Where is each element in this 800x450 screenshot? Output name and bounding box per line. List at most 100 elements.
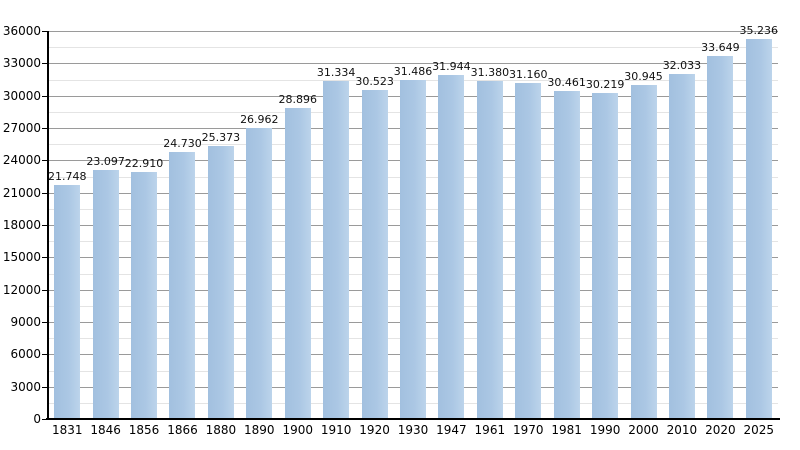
bar-fill: [169, 152, 196, 419]
bar-fill: [323, 81, 350, 419]
plot-area: 21.748 23.097 22.910 24.730 25.373 26.962 28.8…: [42, 24, 778, 420]
y-tick-mark: [42, 160, 48, 161]
bar-value-label: 25.373: [201, 130, 241, 144]
bar-fill: [246, 128, 273, 419]
bar: [707, 56, 734, 419]
bar: [592, 93, 619, 419]
gridline-minor: [48, 47, 778, 48]
y-tick-label: 3000: [10, 379, 41, 394]
bar-fill: [630, 85, 657, 419]
bar-value-label: 32.033: [662, 58, 702, 72]
bar-value-label: 35.236: [739, 24, 779, 38]
y-tick-mark: [42, 354, 48, 355]
y-tick-label: 12000: [2, 282, 41, 297]
x-tick-label: 1890: [244, 423, 275, 437]
bar-fill: [515, 83, 542, 419]
x-tick-label: 1970: [512, 423, 544, 437]
x-tick-label: 1947: [436, 423, 467, 437]
y-tick-mark: [42, 290, 48, 291]
y-tick-label: 6000: [10, 347, 41, 362]
bar-value-label: 31.486: [393, 64, 433, 78]
bar-value-label: 26.962: [240, 113, 279, 127]
y-tick-mark: [42, 193, 48, 194]
bar-value-label: 22.910: [124, 157, 164, 171]
y-tick-label: 36000: [2, 24, 41, 38]
bar: [54, 184, 81, 419]
x-tick-label: 1866: [167, 423, 198, 437]
x-tick-label: 1880: [205, 423, 237, 437]
x-tick-label: 1910: [320, 423, 352, 437]
bar-fill: [592, 93, 619, 419]
bar-value-label: 28.896: [278, 92, 317, 106]
x-tick-label: 1900: [282, 423, 313, 437]
bar-value-label: 31.160: [509, 68, 548, 82]
bar: [284, 107, 311, 419]
y-tick-label: 0: [33, 412, 41, 426]
y-axis-line: [47, 31, 49, 420]
y-tick-mark: [42, 63, 48, 64]
bar-fill: [438, 74, 465, 419]
y-tick-mark: [42, 257, 48, 258]
y-tick-label: 21000: [2, 185, 41, 200]
bar-fill: [668, 73, 695, 419]
bar-value-label: 31.380: [470, 65, 510, 79]
x-tick-label: 1990: [589, 423, 621, 437]
y-tick-label: 33000: [2, 56, 41, 71]
bar-fill: [361, 90, 388, 419]
y-axis-labels: 0 3000 6000 9000 12000 15000 18000 21000 24000 27…: [0, 24, 41, 426]
gridline-major: [48, 31, 778, 32]
bar-value-label: 31.944: [432, 59, 471, 73]
bar-value-label: 23.097: [86, 155, 125, 169]
y-tick-label: 27000: [2, 121, 41, 135]
bar-fill: [92, 170, 119, 419]
y-tick-mark: [42, 128, 48, 129]
bar: [131, 172, 158, 419]
x-tick-label: 1831: [51, 423, 83, 437]
bar-fill: [707, 56, 734, 419]
bar-value-label: 30.523: [355, 75, 394, 89]
x-tick-label: 1930: [397, 423, 429, 437]
bar: [323, 81, 350, 419]
x-tick-label: 1856: [128, 423, 160, 437]
bar-value-label: 21.748: [47, 169, 87, 183]
x-tick-label: 2020: [705, 423, 736, 437]
x-tick-label: 2025: [743, 423, 775, 437]
bar-fill: [54, 184, 81, 419]
bar-fill: [400, 79, 426, 419]
bar: [476, 80, 503, 419]
bar: [361, 90, 388, 419]
bar-fill: [745, 39, 772, 419]
y-tick-label: 30000: [2, 88, 41, 103]
bar: [515, 83, 542, 419]
bar: [438, 74, 465, 419]
x-tick-label: 2010: [666, 423, 698, 437]
bar-value-label: 30.219: [585, 78, 625, 92]
y-tick-label: 24000: [2, 153, 41, 168]
x-tick-label: 1920: [359, 423, 390, 437]
x-tick-label: 1981: [551, 423, 582, 437]
bar: [553, 90, 580, 419]
bar-fill: [553, 90, 580, 419]
x-axis-line: [46, 418, 780, 420]
bar: [630, 85, 657, 419]
bar-value-label: 30.461: [547, 75, 586, 89]
x-axis-labels: 1831 1846 1856 1866 1880 1890 1900 1910 1920 1930…: [48, 423, 778, 441]
bar-value-label: 31.334: [316, 66, 356, 80]
x-tick-label: 1846: [90, 423, 121, 437]
bar: [207, 145, 234, 419]
y-tick-label: 15000: [2, 250, 41, 265]
gridline-major: [48, 63, 778, 64]
y-tick-mark: [42, 322, 48, 323]
bar: [400, 79, 426, 419]
bar-fill: [284, 107, 311, 419]
bar: [92, 170, 119, 419]
y-tick-label: 9000: [10, 315, 41, 329]
y-tick-label: 18000: [2, 218, 41, 232]
y-tick-mark: [42, 387, 48, 388]
bar-value-label: 30.945: [624, 70, 663, 84]
y-tick-mark: [42, 225, 48, 226]
bar: [246, 128, 273, 419]
x-tick-label: 1961: [474, 423, 506, 437]
bar: [169, 152, 196, 419]
